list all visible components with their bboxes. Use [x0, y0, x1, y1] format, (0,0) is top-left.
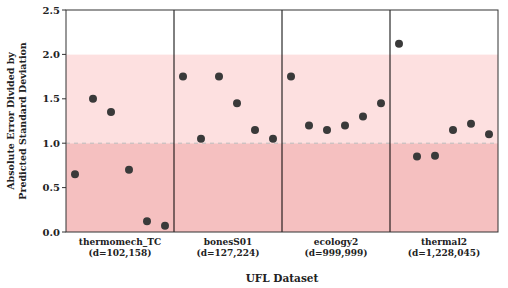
point: [107, 108, 115, 116]
y-tick-label: 0.5: [43, 182, 60, 193]
x-tick-label: bonesS01(d=127,224): [196, 237, 259, 259]
y-axis: 0.0 0.5 1.0 1.5 2.0 2.5: [43, 5, 66, 238]
point: [377, 99, 385, 107]
y-tick-label: 1.5: [43, 93, 60, 104]
point: [197, 135, 205, 143]
x-tick-label: thermal2(d=1,228,045): [408, 237, 480, 259]
point: [161, 222, 169, 230]
point: [269, 135, 277, 143]
y-tick-label: 2.5: [43, 5, 60, 16]
point: [467, 120, 475, 128]
x-tick-label: ecology2(d=999,999): [304, 237, 367, 259]
point: [287, 73, 295, 81]
point: [395, 40, 403, 48]
y-tick: [62, 187, 66, 188]
group-separator: [174, 10, 175, 232]
point: [431, 152, 439, 160]
point: [143, 217, 151, 225]
point: [323, 126, 331, 134]
y-axis-label: Absolute Error Divided byPredicted Stand…: [5, 42, 28, 200]
x-axis-label: UFL Dataset: [246, 272, 319, 284]
group-separator: [390, 10, 391, 232]
point: [485, 130, 493, 138]
point: [179, 73, 187, 81]
point: [305, 121, 313, 129]
chart: 0.0 0.5 1.0 1.5 2.0 2.5 thermomech_TC(d=102,15…: [0, 0, 508, 288]
point: [233, 99, 241, 107]
group-separator: [282, 10, 283, 232]
point: [341, 121, 349, 129]
y-tick-label: 2.0: [43, 49, 60, 60]
y-tick: [62, 10, 66, 11]
point: [215, 73, 223, 81]
y-tick: [62, 54, 66, 55]
plot-area: [66, 10, 498, 232]
y-tick: [62, 143, 66, 144]
y-tick-label: 0.0: [43, 227, 60, 238]
y-tick: [62, 98, 66, 99]
y-tick: [62, 232, 66, 233]
point: [89, 95, 97, 103]
x-tick-label: thermomech_TC(d=102,158): [79, 237, 161, 259]
point: [125, 166, 133, 174]
y-tick-label: 1.0: [43, 138, 60, 149]
point: [359, 113, 367, 121]
point: [449, 126, 457, 134]
point: [251, 126, 259, 134]
plot-frame: [66, 10, 498, 232]
point: [71, 170, 79, 178]
point: [413, 153, 421, 161]
